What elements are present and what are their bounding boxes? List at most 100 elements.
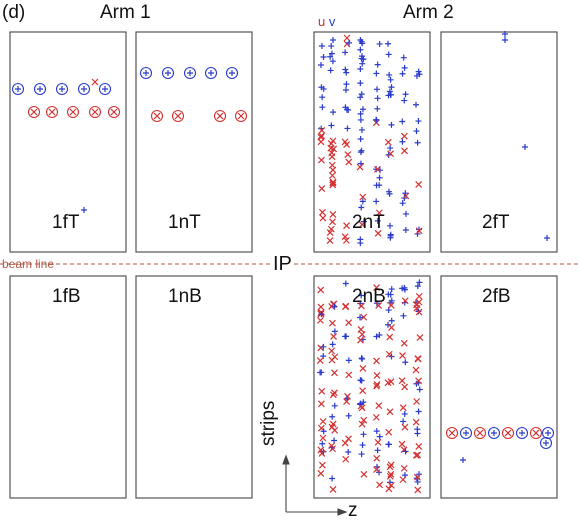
u-hit-marker xyxy=(414,451,422,459)
v-hit-marker xyxy=(385,40,392,47)
v-hit-marker xyxy=(229,70,235,76)
u-hit-marker xyxy=(342,236,350,244)
track-hit-ring xyxy=(11,82,25,96)
u-hit-marker xyxy=(110,108,118,116)
track-hit-ring xyxy=(529,426,543,440)
u-hit-marker xyxy=(319,434,327,442)
v-hit-marker xyxy=(373,198,380,205)
v-hit-marker xyxy=(328,50,335,57)
track-hit-ring xyxy=(150,109,164,123)
u-hit-marker xyxy=(317,470,325,477)
v-hit-marker xyxy=(402,91,409,98)
v-hit-marker xyxy=(357,66,364,73)
u-hit-marker xyxy=(318,126,326,134)
v-hit-marker xyxy=(414,139,421,146)
v-hit-marker xyxy=(358,292,365,299)
v-hit-marker xyxy=(402,190,409,197)
u-hit-marker xyxy=(375,402,383,410)
arm1-label: Arm 1 xyxy=(100,2,151,23)
v-hit-marker xyxy=(402,448,409,455)
u-hit-marker xyxy=(331,369,338,377)
v-hit-marker xyxy=(359,442,366,449)
v-hit-marker xyxy=(360,431,367,438)
u-hit-marker xyxy=(174,112,182,120)
u-hit-marker xyxy=(69,108,77,116)
u-hit-marker xyxy=(400,339,408,347)
v-hit-marker xyxy=(399,200,406,207)
v-hit-marker xyxy=(414,478,421,485)
u-hit-marker xyxy=(357,336,364,344)
panel-1nB-frame xyxy=(135,275,253,499)
v-hit-marker xyxy=(386,222,393,229)
u-hit-marker xyxy=(330,145,338,153)
v-hit-marker xyxy=(374,95,381,102)
u-hit-marker xyxy=(345,158,353,166)
u-hit-marker xyxy=(386,408,394,416)
u-hit-marker xyxy=(373,380,381,388)
track-hit-ring xyxy=(27,105,41,119)
v-hit-marker xyxy=(373,182,380,189)
v-hit-marker xyxy=(345,357,352,364)
u-hit-marker xyxy=(398,440,406,448)
v-hit-marker xyxy=(345,412,352,419)
u-hit-marker xyxy=(357,326,365,333)
track-hit-ring xyxy=(98,82,112,96)
u-hit-marker xyxy=(384,138,392,146)
u-hit-marker xyxy=(388,324,395,331)
u-hit-marker xyxy=(318,185,326,193)
u-hit-marker xyxy=(318,156,325,164)
v-hit-marker xyxy=(385,291,392,298)
v-hit-marker xyxy=(373,333,380,340)
u-hit-marker xyxy=(360,416,368,424)
u-hit-marker xyxy=(358,420,366,428)
v-hit-marker xyxy=(401,410,408,417)
v-hit-marker xyxy=(357,314,364,321)
v-hit-marker xyxy=(344,125,351,132)
track-hit-ring xyxy=(501,426,515,440)
u-hit-marker xyxy=(413,301,420,309)
v-hit-marker xyxy=(544,235,550,241)
track-hit-ring xyxy=(204,66,218,80)
track-hit-ring xyxy=(225,66,239,80)
v-hit-marker xyxy=(318,84,325,91)
v-hit-marker xyxy=(399,70,406,77)
track-hit-ring xyxy=(445,426,459,440)
v-hit-marker xyxy=(37,86,43,92)
u-hit-marker xyxy=(412,366,420,374)
track-hit-ring xyxy=(183,66,197,80)
panel-label-1nB: 1nB xyxy=(168,286,202,307)
panel-label-2nB: 2nB xyxy=(352,286,386,307)
u-hit-marker xyxy=(328,347,336,355)
u-hit-marker xyxy=(400,464,408,472)
hit-markers xyxy=(11,31,555,494)
u-hit-marker xyxy=(373,284,380,291)
u-hit-marker xyxy=(399,352,406,359)
u-hit-marker xyxy=(375,209,383,217)
v-hit-marker xyxy=(330,109,337,116)
u-hit-marker xyxy=(414,486,422,494)
v-hit-marker xyxy=(491,430,497,436)
u-hit-marker xyxy=(345,371,353,379)
u-hit-marker xyxy=(319,461,326,469)
u-hit-marker xyxy=(327,140,335,147)
u-hit-marker xyxy=(398,377,406,385)
u-hit-marker xyxy=(415,377,422,385)
v-hit-marker xyxy=(327,67,334,74)
u-hit-marker xyxy=(414,355,422,363)
v-hit-marker xyxy=(342,49,349,56)
u-hit-marker xyxy=(318,132,325,140)
u-hit-marker xyxy=(319,418,327,425)
v-hit-marker xyxy=(400,312,407,319)
u-hit-marker xyxy=(318,208,326,216)
v-hit-marker xyxy=(187,70,193,76)
v-hit-marker xyxy=(81,86,87,92)
v-hit-marker xyxy=(331,437,338,444)
v-hit-marker xyxy=(329,475,336,482)
u-hit-marker xyxy=(331,426,339,434)
v-hit-marker xyxy=(320,428,327,435)
v-hit-marker xyxy=(359,198,366,205)
u-hit-marker xyxy=(328,319,336,327)
v-hit-marker xyxy=(373,166,380,173)
v-hit-marker xyxy=(359,40,366,47)
v-hit-marker xyxy=(386,88,393,95)
